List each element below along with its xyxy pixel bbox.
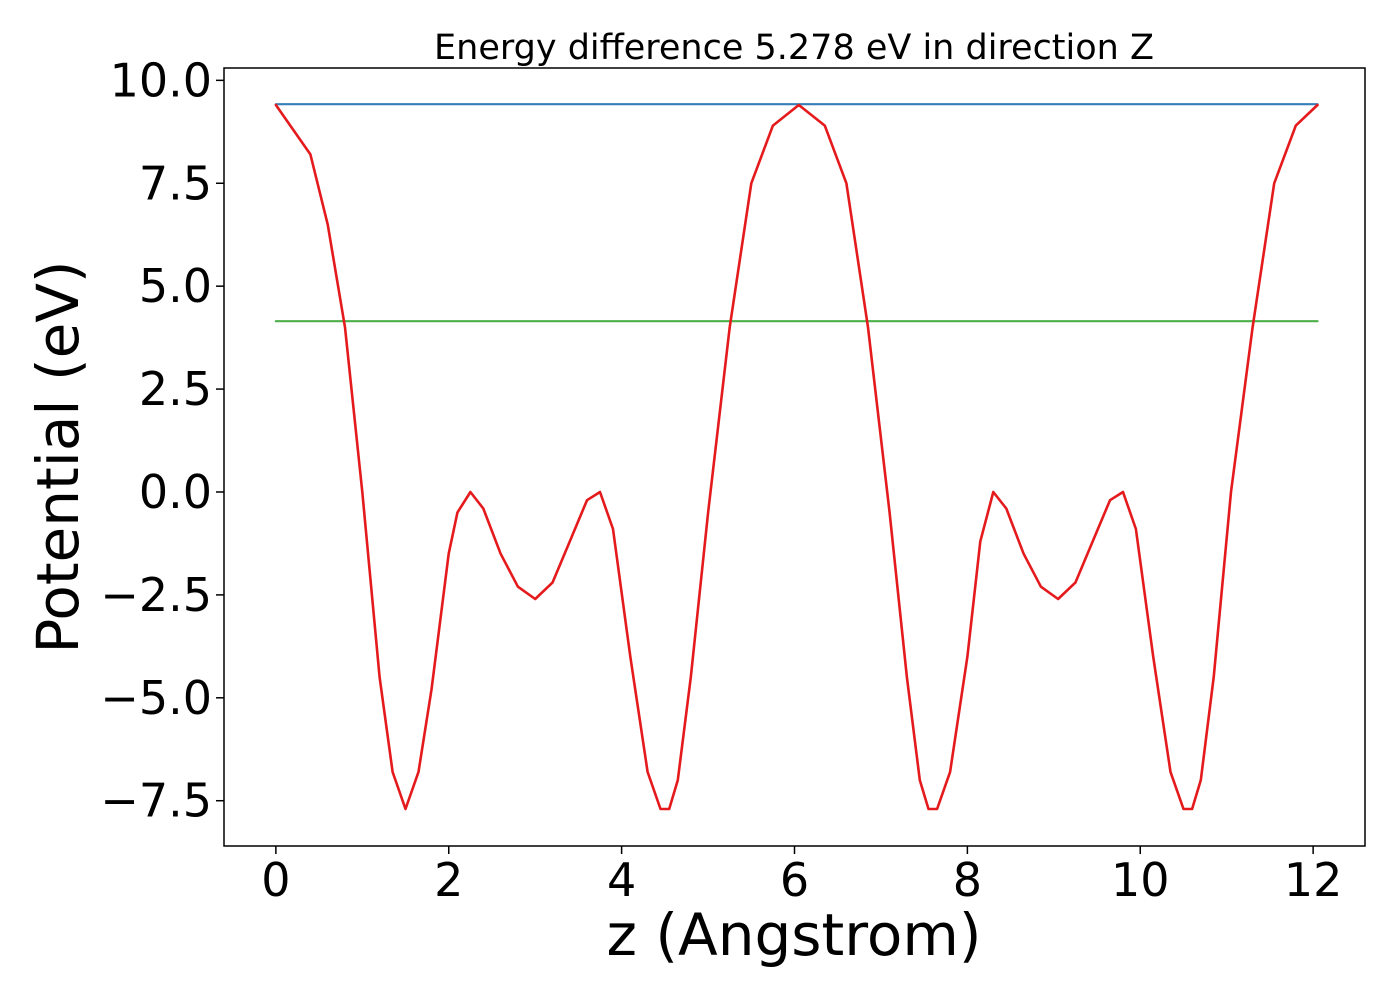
y-tick-label: −7.5 (100, 774, 212, 828)
x-axis: 0 2 4 6 8 10 12 (261, 846, 1342, 907)
x-tick-label: 10 (1111, 853, 1170, 907)
x-axis-label: z (Angstrom) (607, 901, 982, 969)
x-tick-label: 0 (261, 853, 290, 907)
plot-area (274, 103, 1319, 811)
y-axis: 10.0 7.5 5.0 2.5 0.0 −2.5 −5.0 −7.5 (100, 53, 224, 828)
y-tick-label: 5.0 (139, 259, 212, 313)
y-axis-label: Potential (eV) (24, 260, 92, 653)
y-tick-label: −5.0 (100, 671, 212, 725)
y-tick-label: 7.5 (139, 156, 212, 210)
x-tick-label: 2 (434, 853, 463, 907)
y-tick-label: 10.0 (110, 53, 212, 107)
y-tick-label: 2.5 (139, 362, 212, 416)
series-line-potential (274, 103, 1319, 811)
axes-frame (223, 67, 1366, 847)
x-tick-label: 8 (953, 853, 982, 907)
x-tick-label: 12 (1284, 853, 1343, 907)
x-tick-label: 4 (607, 853, 636, 907)
chart-title: Energy difference 5.278 eV in direction … (434, 28, 1154, 68)
y-tick-label: 0.0 (139, 465, 212, 519)
x-tick-label: 6 (780, 853, 809, 907)
y-tick-label: −2.5 (100, 568, 212, 622)
